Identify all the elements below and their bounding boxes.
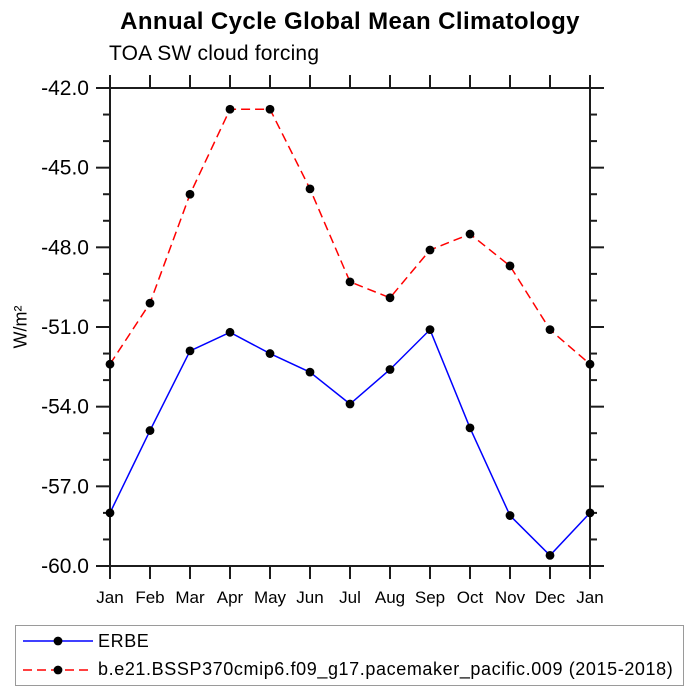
svg-text:-57.0: -57.0 — [41, 475, 89, 498]
svg-text:-48.0: -48.0 — [41, 236, 89, 259]
svg-text:-60.0: -60.0 — [41, 555, 89, 578]
legend-item-1: b.e21.BSSP370cmip6.f09_g17.pacemaker_pac… — [16, 657, 683, 683]
legend-label-1: b.e21.BSSP370cmip6.f09_g17.pacemaker_pac… — [98, 659, 674, 680]
legend-item-0: ERBE — [16, 628, 683, 654]
chart-subtitle: TOA SW cloud forcing — [109, 42, 320, 65]
svg-text:-42.0: -42.0 — [41, 77, 89, 100]
y-axis-ticks — [96, 87, 604, 567]
y-axis-tick-labels: -42.0 -45.0 -48.0 -51.0 -54.0 -57.0 -60.0 — [41, 77, 89, 578]
svg-text:Nov: Nov — [495, 588, 526, 607]
svg-text:Apr: Apr — [217, 588, 244, 607]
svg-text:Jan: Jan — [576, 588, 603, 607]
series-markers-1 — [105, 104, 595, 369]
x-axis-tick-labels: Jan Feb Mar Apr May Jun Jul Aug Sep Oct Nov Dec Jan — [96, 588, 603, 607]
svg-text:Dec: Dec — [535, 588, 566, 607]
series-markers-0 — [105, 325, 595, 560]
x-axis-ticks — [109, 75, 591, 579]
svg-text:Feb: Feb — [135, 588, 164, 607]
legend-line-sample-1 — [23, 665, 93, 675]
svg-text:Jan: Jan — [96, 588, 123, 607]
legend-label-0: ERBE — [98, 630, 150, 651]
svg-text:-51.0: -51.0 — [41, 316, 89, 339]
svg-text:Mar: Mar — [175, 588, 205, 607]
svg-text:Sep: Sep — [415, 588, 445, 607]
svg-text:Jul: Jul — [339, 588, 361, 607]
svg-text:Oct: Oct — [457, 588, 484, 607]
axes — [109, 87, 591, 567]
chart-title: Annual Cycle Global Mean Climatology — [120, 8, 580, 35]
svg-text:-45.0: -45.0 — [41, 157, 89, 180]
svg-text:Aug: Aug — [375, 588, 405, 607]
svg-text:May: May — [254, 588, 287, 607]
svg-text:Jun: Jun — [296, 588, 323, 607]
plot-area: -42.0 -45.0 -48.0 -51.0 -54.0 -57.0 -60.0 Jan Fe… — [41, 75, 604, 607]
legend-line-sample-0 — [23, 636, 93, 646]
series-line-0 — [109, 328, 591, 557]
series-line-1 — [109, 108, 591, 365]
svg-text:-54.0: -54.0 — [41, 396, 89, 419]
legend-box: ERBE b.e21.BSSP370cmip6.f09_g17.pacemake… — [15, 625, 684, 686]
